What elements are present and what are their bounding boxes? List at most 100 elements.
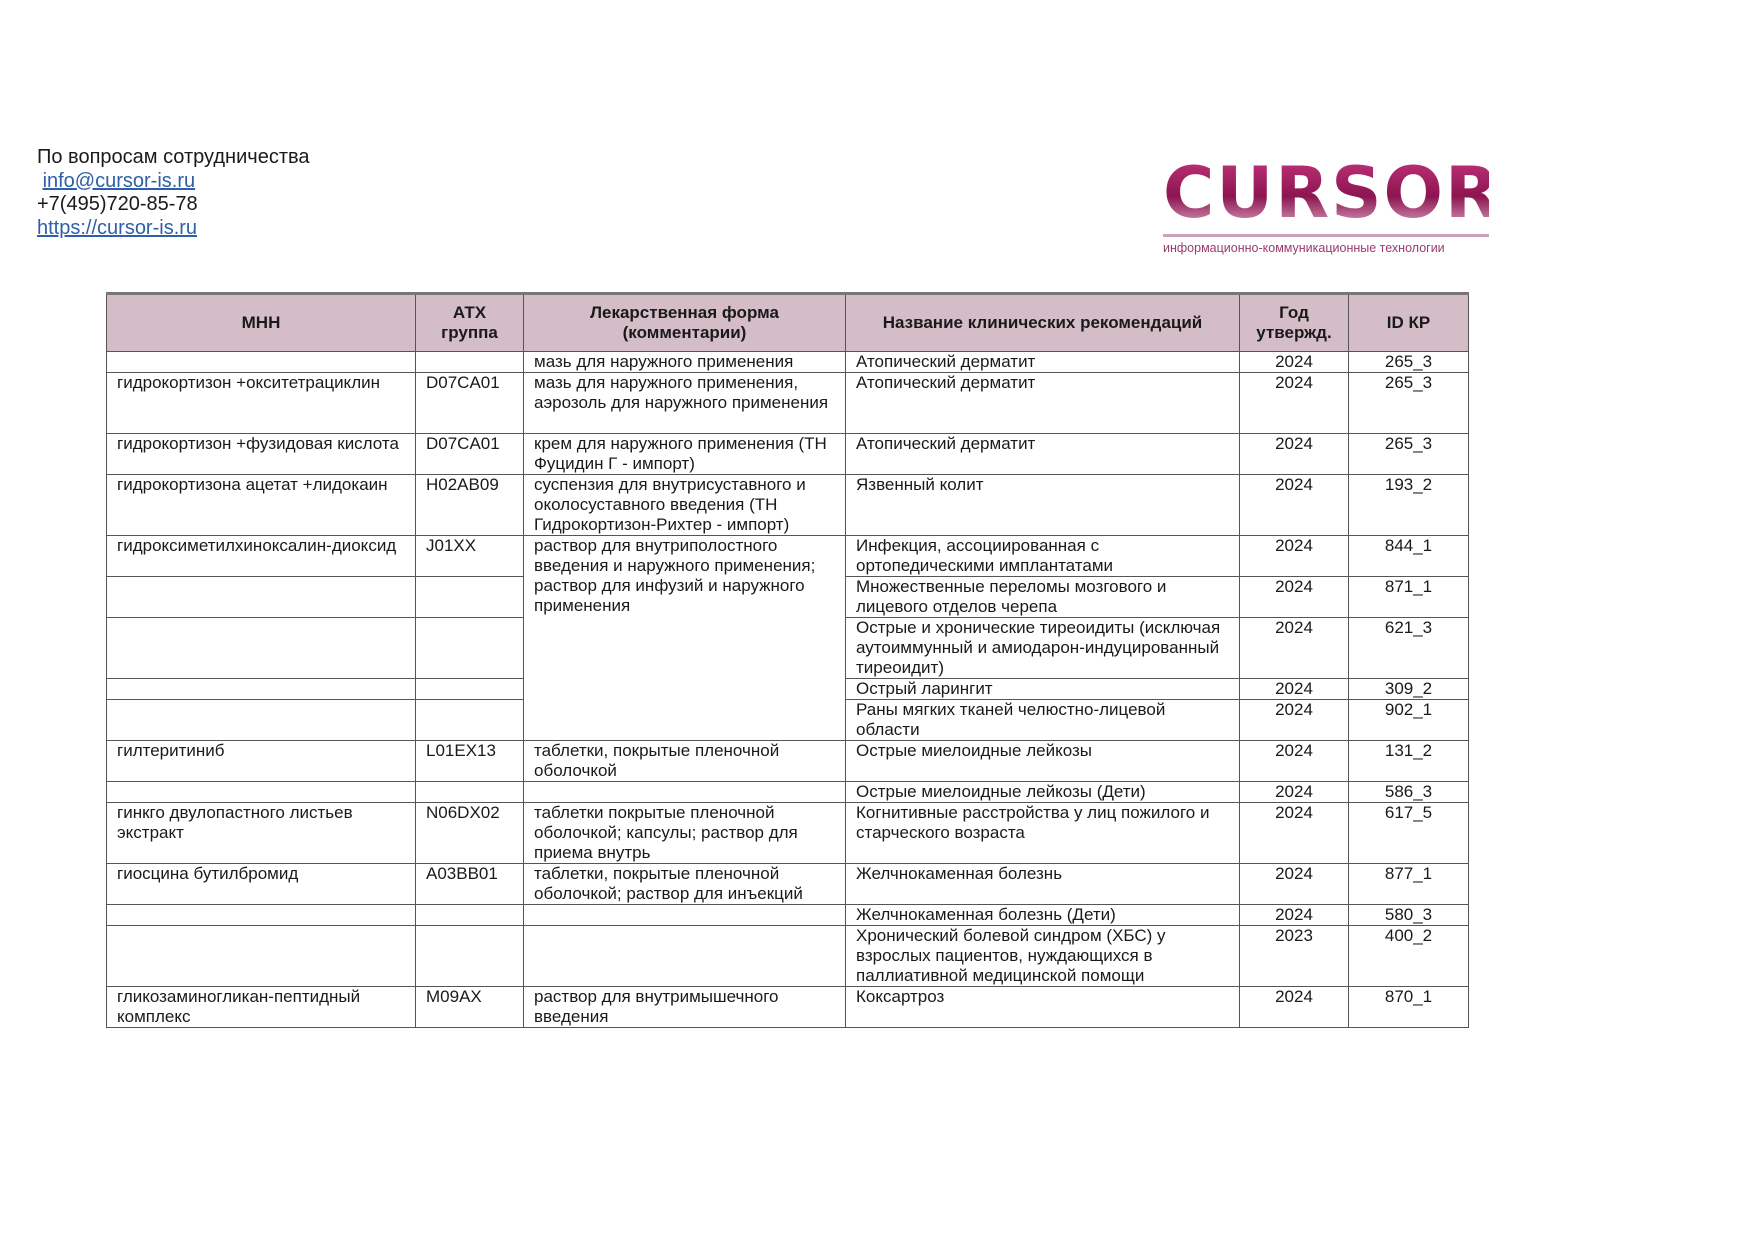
cell-id: 586_3 <box>1348 781 1469 803</box>
cell-form: суспензия для внутрисуставного и околосу… <box>523 474 846 536</box>
cell-form <box>523 904 846 926</box>
cell-recommendation: Коксартроз <box>845 986 1240 1028</box>
table-row: Острые миелоидные лейкозы (Дети) 2024 586_… <box>106 781 1469 803</box>
table-row: гиосцина бутилбромид A03BB01 таблетки, пок… <box>106 863 1469 905</box>
logo-word: CURSOR <box>1163 152 1501 234</box>
cell-atc <box>415 351 524 373</box>
cell-year: 2024 <box>1239 802 1349 864</box>
cell-mnn <box>106 678 416 700</box>
cell-recommendation: Хронический болевой синдром (ХБС) у взро… <box>845 925 1240 987</box>
header-atc: АТХ группа <box>415 293 524 352</box>
cell-mnn <box>106 781 416 803</box>
table-row: Множественные переломы мозгового и лицев… <box>106 576 1469 618</box>
website-link[interactable]: https://cursor-is.ru <box>37 216 198 239</box>
cell-form: крем для наружного применения (ТН Фуциди… <box>523 433 846 475</box>
cell-id: 193_2 <box>1348 474 1469 536</box>
cell-year: 2023 <box>1239 925 1349 987</box>
cell-form: раствор для внутримышечного введения <box>523 986 846 1028</box>
cell-year: 2024 <box>1239 372 1349 434</box>
cell-form: мазь для наружного применения, аэрозоль … <box>523 372 846 434</box>
cell-mnn: гилтеритиниб <box>106 740 416 782</box>
cell-recommendation: Острые и хронические тиреоидиты (исключа… <box>845 617 1240 679</box>
cell-year: 2024 <box>1239 678 1349 700</box>
cell-atc: D07CA01 <box>415 433 524 475</box>
cell-year: 2024 <box>1239 781 1349 803</box>
cell-mnn <box>106 617 416 679</box>
cell-atc: H02AB09 <box>415 474 524 536</box>
cell-year: 2024 <box>1239 617 1349 679</box>
cell-mnn: гидроксиметилхиноксалин-диоксид <box>106 535 416 577</box>
table-row: гидрокортизон +фузидовая кислота D07CA01 к… <box>106 433 1469 475</box>
cell-mnn: гидрокортизон +окситетрациклин <box>106 372 416 434</box>
header-mnn: МНН <box>106 293 416 352</box>
table-header-row: МНН АТХ группа Лекарственная форма (комм… <box>106 293 1469 352</box>
cell-mnn <box>106 925 416 987</box>
cell-mnn <box>106 904 416 926</box>
cell-recommendation: Острый ларингит <box>845 678 1240 700</box>
cursor-logo: CURSOR информационно-коммуникационные те… <box>1163 152 1501 255</box>
cell-form: мазь для наружного применения <box>523 351 846 373</box>
cell-year: 2024 <box>1239 535 1349 577</box>
cell-id: 265_3 <box>1348 372 1469 434</box>
cell-atc <box>415 576 524 618</box>
cell-atc <box>415 617 524 679</box>
cell-atc <box>415 678 524 700</box>
cell-atc: N06DX02 <box>415 802 524 864</box>
cell-mnn <box>106 699 416 741</box>
cell-recommendation: Язвенный колит <box>845 474 1240 536</box>
header-year: Год утвержд. <box>1239 293 1349 352</box>
cell-id: 617_5 <box>1348 802 1469 864</box>
cell-atc <box>415 925 524 987</box>
cell-recommendation: Острые миелоидные лейкозы <box>845 740 1240 782</box>
cell-id: 621_3 <box>1348 617 1469 679</box>
cell-mnn <box>106 576 416 618</box>
cell-year: 2024 <box>1239 904 1349 926</box>
cell-atc: L01EX13 <box>415 740 524 782</box>
cell-id: 131_2 <box>1348 740 1469 782</box>
cell-mnn <box>106 351 416 373</box>
cell-form <box>523 781 846 803</box>
cell-form: таблетки покрытые пленочной оболочкой; к… <box>523 802 846 864</box>
email-link[interactable]: info@cursor-is.ru <box>42 169 196 192</box>
cell-recommendation: Раны мягких тканей челюстно-лицевой обла… <box>845 699 1240 741</box>
cell-mnn: гидрокортизон +фузидовая кислота <box>106 433 416 475</box>
cell-year: 2024 <box>1239 863 1349 905</box>
cell-form: раствор для внутриполостного введения и … <box>523 535 846 741</box>
cell-id: 400_2 <box>1348 925 1469 987</box>
cell-mnn: гидрокортизона ацетат +лидокаин <box>106 474 416 536</box>
cell-year: 2024 <box>1239 433 1349 475</box>
table-row: гинкго двулопастного листьев экстракт N06… <box>106 802 1469 864</box>
cell-mnn: гиосцина бутилбромид <box>106 863 416 905</box>
table-row: мазь для наружного применения Атопический… <box>106 351 1469 373</box>
cell-id: 309_2 <box>1348 678 1469 700</box>
phone-number: +7(495)720-85-78 <box>37 193 198 215</box>
cell-id: 871_1 <box>1348 576 1469 618</box>
header-form: Лекарственная форма (комментарии) <box>523 293 846 352</box>
cell-recommendation: Острые миелоидные лейкозы (Дети) <box>845 781 1240 803</box>
table-row: гидрокортизон +окситетрациклин D07CA01 маз… <box>106 372 1469 434</box>
cell-year: 2024 <box>1239 740 1349 782</box>
table-row: гидроксиметилхиноксалин-диоксид J01XX раст… <box>106 535 1469 741</box>
cell-year: 2024 <box>1239 474 1349 536</box>
cell-recommendation: Множественные переломы мозгового и лицев… <box>845 576 1240 618</box>
contact-block: По вопросам сотрудничества info@cursor-i… <box>37 146 310 240</box>
logo-tagline: информационно-коммуникационные технологи… <box>1163 241 1445 255</box>
cell-year: 2024 <box>1239 351 1349 373</box>
cell-atc <box>415 781 524 803</box>
table-row: Желчнокаменная болезнь (Дети) 2024 580_3 <box>106 904 1469 926</box>
cell-id: 580_3 <box>1348 904 1469 926</box>
cell-recommendation: Атопический дерматит <box>845 372 1240 434</box>
cell-atc <box>415 699 524 741</box>
cell-form: таблетки, покрытые пленочной оболочкой; … <box>523 863 846 905</box>
header-recommendation: Название клинических рекомендаций <box>845 293 1240 352</box>
cell-form: таблетки, покрытые пленочной оболочкой <box>523 740 846 782</box>
cell-mnn: гликозаминогликан-пептидный комплекс <box>106 986 416 1028</box>
table-row: гилтеритиниб L01EX13 таблетки, покрытые пл… <box>106 740 1469 782</box>
cell-id: 902_1 <box>1348 699 1469 741</box>
contact-heading: По вопросам сотрудничества <box>37 146 310 168</box>
header-id: ID КР <box>1348 293 1469 352</box>
logo-divider <box>1163 234 1489 237</box>
cell-year: 2024 <box>1239 699 1349 741</box>
cell-form <box>523 925 846 987</box>
cell-id: 844_1 <box>1348 535 1469 577</box>
